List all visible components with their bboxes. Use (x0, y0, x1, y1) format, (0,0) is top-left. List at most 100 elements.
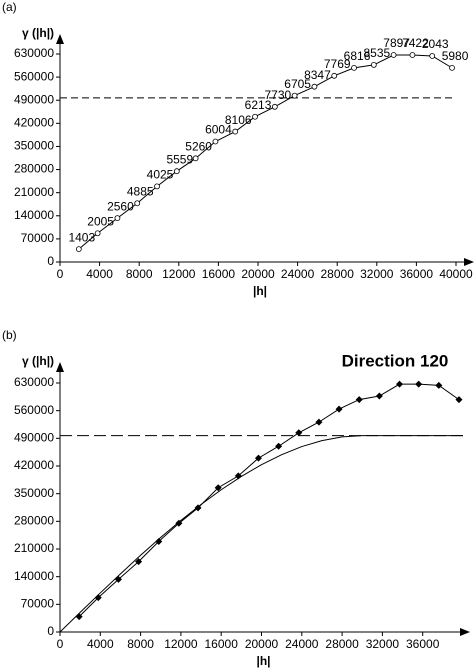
x-tick-label: 4000 (87, 637, 114, 651)
pair-count-label: 2005 (87, 214, 114, 228)
x-tick-label: 24000 (281, 267, 315, 281)
point (351, 64, 357, 71)
point (232, 128, 239, 135)
y-tick-label: 280000 (14, 514, 54, 528)
y-tick-label: 630000 (14, 46, 54, 60)
y-tick-label: 350000 (14, 139, 54, 153)
pair-count-label: 8347 (304, 68, 331, 82)
y-tick-label: 490000 (14, 431, 54, 445)
point (275, 442, 283, 450)
pair-count-label: 4025 (147, 168, 174, 182)
y-tick-label: 560000 (14, 403, 54, 417)
x-tick-label: 32000 (366, 637, 400, 651)
x-tick-label: 16000 (202, 267, 236, 281)
x-tick-label: 8000 (126, 267, 153, 281)
pair-count-label: 6213 (245, 98, 272, 112)
y-tick-label: 420000 (14, 458, 54, 472)
point (291, 92, 298, 99)
pair-count-label: 2043 (422, 37, 449, 51)
pair-count-label: 8535 (363, 46, 390, 60)
series-line (78, 383, 460, 617)
pair-count-label: 7769 (324, 57, 351, 71)
x-tick-label: 12000 (164, 637, 198, 651)
x-tick-label: 12000 (162, 267, 196, 281)
pair-count-label: 2560 (107, 199, 134, 213)
x-tick-label: 20000 (241, 267, 275, 281)
x-axis-label: |h| (256, 654, 270, 668)
x-tick-label: 36000 (406, 637, 440, 651)
point (173, 168, 180, 175)
pair-count-label: 5559 (166, 152, 193, 166)
y-tick-label: 0 (47, 624, 54, 638)
y-tick-label: 70000 (21, 597, 55, 611)
point (415, 380, 423, 388)
y-tick-label: 70000 (21, 231, 55, 245)
pair-count-label: 8106 (225, 113, 252, 127)
pair-count-label: 6816 (344, 49, 371, 63)
point (331, 72, 338, 79)
x-tick-label: 28000 (325, 637, 359, 651)
y-axis-label: γ (|h|) (22, 354, 54, 368)
point (375, 392, 383, 400)
x-tick-label: 16000 (205, 637, 239, 651)
y-tick-label: 420000 (14, 116, 54, 130)
point (252, 113, 258, 120)
y-tick-label: 560000 (14, 69, 54, 83)
pair-count-label: 6004 (205, 123, 232, 137)
point (271, 103, 278, 110)
point (135, 558, 143, 566)
point (154, 183, 160, 190)
point (429, 53, 436, 59)
point (315, 418, 323, 426)
point (409, 52, 416, 58)
point (192, 155, 199, 162)
y-axis-arrow (56, 362, 64, 372)
pair-count-label: 7730 (264, 88, 291, 102)
series-line (59, 435, 463, 633)
x-axis-arrow (460, 628, 470, 636)
point (155, 537, 163, 545)
point (214, 484, 222, 492)
point (370, 61, 377, 68)
x-tick-label: 40000 (439, 267, 473, 281)
point (449, 64, 455, 71)
x-tick-label: 0 (57, 267, 64, 281)
point (435, 381, 443, 389)
point (94, 594, 102, 602)
point (355, 396, 363, 404)
point (455, 396, 463, 404)
x-tick-label: 0 (57, 637, 64, 651)
y-tick-label: 140000 (14, 208, 54, 222)
series-line (78, 54, 453, 250)
y-axis-arrow (56, 34, 64, 44)
x-tick-label: 8000 (127, 637, 154, 651)
y-tick-label: 210000 (14, 541, 54, 555)
point (134, 200, 141, 207)
y-tick-label: 630000 (14, 375, 54, 389)
pair-count-label: 6705 (284, 77, 311, 91)
pair-count-label: 5980 (442, 49, 469, 63)
x-tick-label: 4000 (86, 267, 113, 281)
point (396, 380, 404, 388)
x-tick-label: 36000 (400, 267, 434, 281)
y-tick-label: 0 (47, 254, 54, 268)
x-axis-label: |h| (253, 284, 267, 298)
pair-count-label: 1403 (68, 230, 95, 244)
x-tick-label: 32000 (360, 267, 394, 281)
x-tick-label: 28000 (321, 267, 355, 281)
point (194, 504, 202, 512)
y-axis-label: γ (|h|) (22, 26, 54, 40)
point (335, 405, 343, 413)
chart-title: Direction 120 (342, 351, 449, 370)
y-tick-label: 490000 (14, 92, 54, 106)
x-tick-label: 24000 (285, 637, 319, 651)
panel-label: (a) (2, 0, 17, 14)
pair-count-label: 4885 (127, 184, 154, 198)
point (94, 230, 101, 237)
point (311, 83, 318, 90)
point (295, 429, 303, 437)
y-tick-label: 280000 (14, 162, 54, 176)
point (390, 52, 397, 58)
x-axis-arrow (464, 258, 474, 266)
